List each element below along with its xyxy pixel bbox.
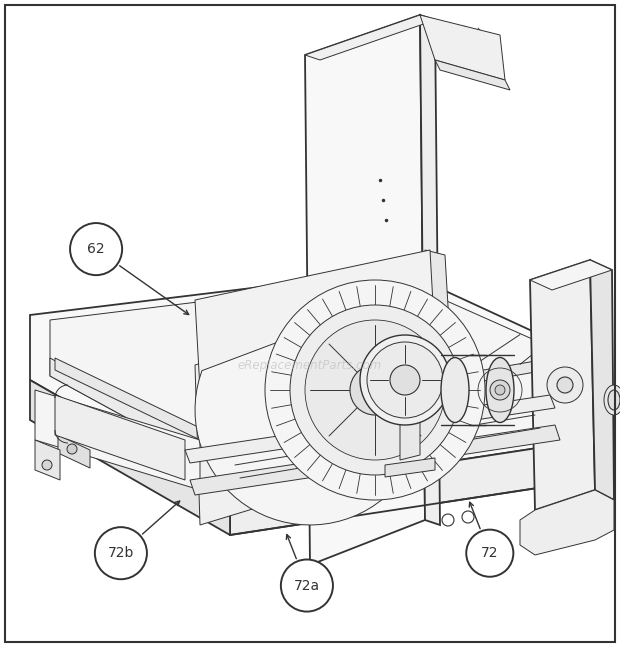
Circle shape	[70, 223, 122, 275]
Circle shape	[350, 365, 400, 415]
Polygon shape	[55, 395, 185, 480]
Text: 72a: 72a	[294, 578, 320, 593]
Polygon shape	[195, 250, 435, 390]
Text: eReplacementParts.com: eReplacementParts.com	[238, 358, 382, 371]
Circle shape	[42, 460, 52, 470]
Ellipse shape	[486, 358, 514, 422]
Polygon shape	[50, 358, 235, 477]
Polygon shape	[185, 395, 555, 463]
Circle shape	[442, 514, 454, 526]
Circle shape	[462, 511, 474, 523]
Polygon shape	[340, 355, 570, 406]
Polygon shape	[30, 270, 595, 495]
Circle shape	[490, 380, 510, 400]
Polygon shape	[35, 440, 60, 480]
Circle shape	[495, 385, 505, 395]
Circle shape	[367, 342, 443, 418]
Ellipse shape	[608, 390, 620, 410]
Polygon shape	[385, 458, 435, 477]
Circle shape	[95, 527, 147, 579]
Polygon shape	[305, 15, 435, 60]
Polygon shape	[435, 60, 510, 90]
Circle shape	[67, 444, 77, 454]
Polygon shape	[305, 15, 425, 565]
Polygon shape	[530, 260, 595, 510]
Circle shape	[265, 280, 485, 500]
Ellipse shape	[441, 358, 469, 422]
Ellipse shape	[604, 385, 620, 415]
Polygon shape	[35, 390, 200, 490]
Polygon shape	[190, 425, 560, 495]
Circle shape	[281, 560, 333, 611]
Circle shape	[360, 335, 450, 425]
Circle shape	[390, 365, 420, 395]
Circle shape	[305, 320, 445, 460]
Polygon shape	[50, 278, 575, 477]
Circle shape	[547, 367, 583, 403]
Polygon shape	[230, 440, 590, 535]
Text: 72b: 72b	[108, 546, 134, 560]
Polygon shape	[30, 380, 230, 535]
Polygon shape	[590, 260, 614, 500]
Polygon shape	[195, 330, 430, 525]
Circle shape	[466, 530, 513, 576]
Circle shape	[363, 378, 387, 402]
Polygon shape	[195, 330, 315, 525]
Polygon shape	[530, 260, 612, 290]
Text: 62: 62	[87, 242, 105, 256]
Polygon shape	[58, 435, 90, 468]
Polygon shape	[425, 250, 450, 340]
Circle shape	[290, 305, 460, 475]
Text: 72: 72	[481, 546, 498, 560]
Polygon shape	[400, 400, 420, 460]
Circle shape	[557, 377, 573, 393]
Polygon shape	[420, 15, 505, 80]
Polygon shape	[55, 358, 225, 452]
Polygon shape	[520, 490, 614, 555]
Polygon shape	[420, 15, 440, 525]
